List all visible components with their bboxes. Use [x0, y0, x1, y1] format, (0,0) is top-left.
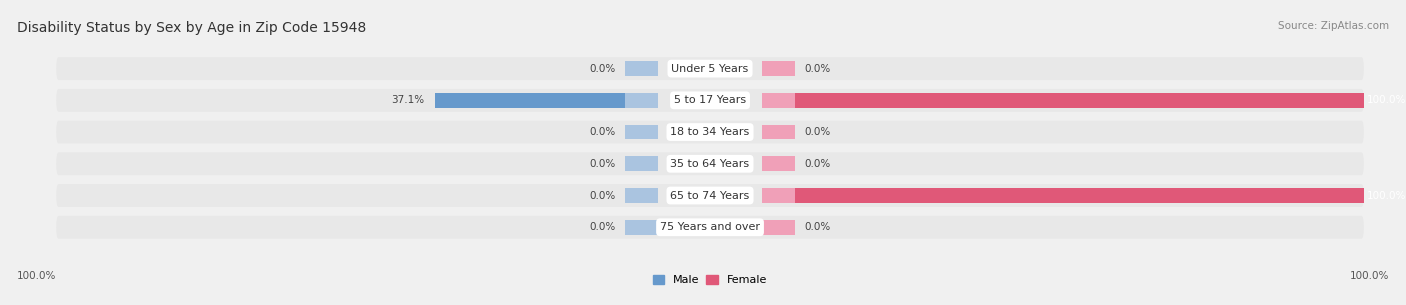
FancyBboxPatch shape [56, 184, 1364, 207]
Bar [626, 188, 658, 203]
Bar [762, 125, 794, 139]
Text: 0.0%: 0.0% [589, 159, 616, 169]
Text: 0.0%: 0.0% [804, 159, 831, 169]
Text: 0.0%: 0.0% [804, 222, 831, 232]
Bar [762, 156, 794, 171]
Text: 100.0%: 100.0% [1350, 271, 1389, 281]
Bar [626, 61, 658, 76]
Text: Source: ZipAtlas.com: Source: ZipAtlas.com [1278, 21, 1389, 31]
FancyBboxPatch shape [56, 216, 1364, 239]
Text: 100.0%: 100.0% [1367, 191, 1406, 200]
Bar [626, 93, 658, 108]
Text: 0.0%: 0.0% [589, 191, 616, 200]
Text: 65 to 74 Years: 65 to 74 Years [671, 191, 749, 200]
Text: 100.0%: 100.0% [17, 271, 56, 281]
Text: 37.1%: 37.1% [392, 95, 425, 105]
Bar [762, 188, 1364, 203]
FancyBboxPatch shape [56, 89, 1364, 112]
Text: 0.0%: 0.0% [589, 64, 616, 74]
Bar [626, 156, 658, 171]
Text: 0.0%: 0.0% [589, 222, 616, 232]
Text: Under 5 Years: Under 5 Years [672, 64, 748, 74]
Legend: Male, Female: Male, Female [648, 270, 772, 289]
Bar [626, 220, 658, 235]
Text: 0.0%: 0.0% [804, 127, 831, 137]
FancyBboxPatch shape [56, 121, 1364, 143]
Bar [434, 93, 658, 108]
Bar [762, 61, 794, 76]
Text: 100.0%: 100.0% [1367, 95, 1406, 105]
Bar [626, 125, 658, 139]
Text: Disability Status by Sex by Age in Zip Code 15948: Disability Status by Sex by Age in Zip C… [17, 21, 366, 35]
Bar [762, 93, 1364, 108]
Bar [762, 93, 794, 108]
Text: 5 to 17 Years: 5 to 17 Years [673, 95, 747, 105]
FancyBboxPatch shape [56, 57, 1364, 80]
Text: 0.0%: 0.0% [589, 127, 616, 137]
Text: 35 to 64 Years: 35 to 64 Years [671, 159, 749, 169]
Text: 75 Years and over: 75 Years and over [659, 222, 761, 232]
Bar [762, 220, 794, 235]
Bar [762, 188, 794, 203]
FancyBboxPatch shape [56, 152, 1364, 175]
Text: 0.0%: 0.0% [804, 64, 831, 74]
Text: 18 to 34 Years: 18 to 34 Years [671, 127, 749, 137]
